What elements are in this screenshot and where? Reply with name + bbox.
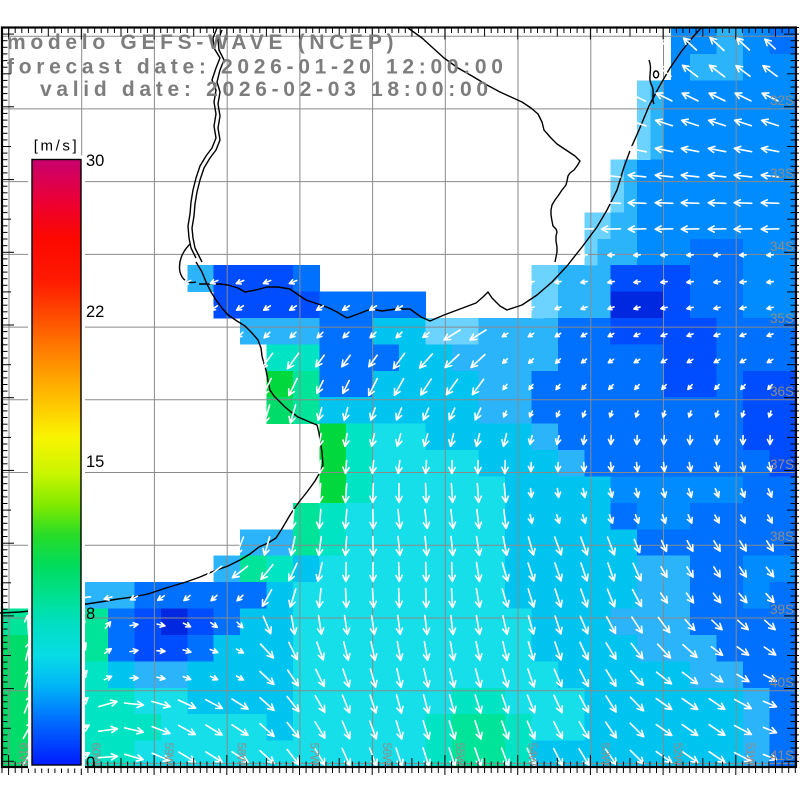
svg-text:54W: 54W: [526, 743, 540, 767]
svg-text:30: 30: [86, 152, 104, 170]
svg-text:valid date: 2026-02-03 18:00:0: valid date: 2026-02-03 18:00:00: [40, 78, 493, 101]
svg-text:41S: 41S: [770, 748, 794, 763]
svg-text:55W: 55W: [453, 743, 467, 767]
svg-text:0: 0: [86, 754, 95, 772]
svg-text:36S: 36S: [770, 384, 794, 399]
svg-text:57W: 57W: [307, 743, 321, 767]
svg-text:34S: 34S: [770, 239, 794, 254]
svg-text:58W: 58W: [235, 743, 249, 767]
svg-text:forecast date: 2026-01-20 12:0: forecast date: 2026-01-20 12:00:00: [7, 56, 508, 79]
svg-text:33S: 33S: [770, 166, 794, 181]
svg-text:8: 8: [86, 605, 95, 623]
svg-text:60W: 60W: [89, 743, 103, 767]
svg-text:52W: 52W: [671, 743, 685, 767]
svg-text:39S: 39S: [770, 602, 794, 617]
svg-text:15: 15: [86, 453, 104, 471]
svg-text:[m/s]: [m/s]: [34, 138, 80, 155]
svg-text:61W: 61W: [17, 743, 31, 767]
svg-text:32S: 32S: [770, 93, 794, 108]
svg-text:56W: 56W: [380, 743, 394, 767]
svg-text:38S: 38S: [770, 529, 794, 544]
svg-text:59W: 59W: [162, 743, 176, 767]
svg-text:40S: 40S: [770, 675, 794, 690]
svg-text:51W: 51W: [744, 743, 758, 767]
svg-text:53W: 53W: [598, 743, 612, 767]
svg-text:35S: 35S: [770, 311, 794, 326]
svg-text:modelo GEFS-WAVE (NCEP): modelo GEFS-WAVE (NCEP): [7, 31, 398, 54]
svg-text:22: 22: [86, 303, 104, 321]
svg-text:37S: 37S: [770, 457, 794, 472]
